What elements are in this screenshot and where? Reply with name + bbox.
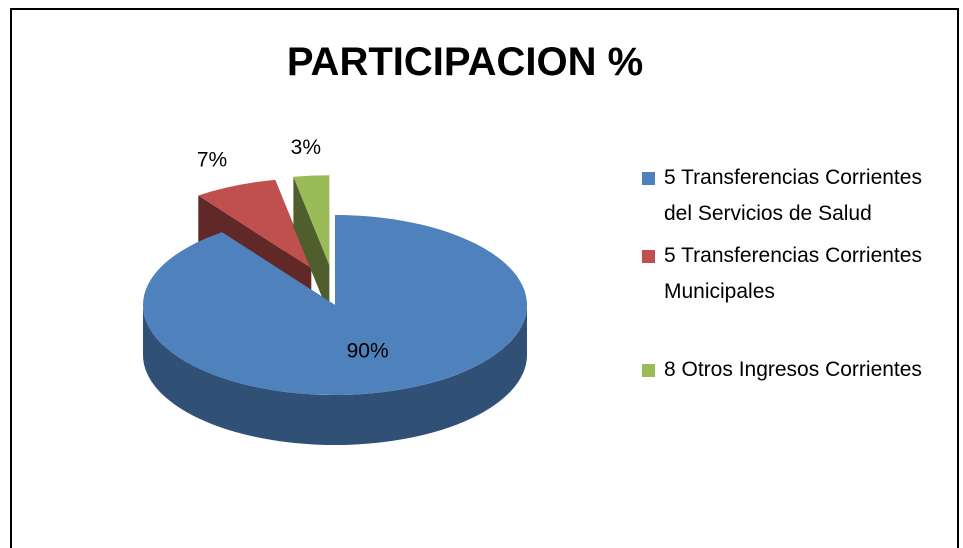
legend-item: 8 Otros Ingresos Corrientes [642,352,952,388]
data-label: 7% [197,148,227,171]
legend-item: 5 Transferencias Corrientes del Servicio… [642,160,952,232]
legend-swatch [642,250,655,263]
data-label: 90% [347,340,389,363]
legend: 5 Transferencias Corrientes del Servicio… [642,160,952,394]
legend-label: 8 Otros Ingresos Corrientes [664,358,922,381]
legend-swatch [642,364,655,377]
legend-item: 5 Transferencias Corrientes Municipales [642,238,952,310]
legend-label: 5 Transferencias Corrientes del Servicio… [664,166,922,225]
legend-swatch [642,172,655,185]
data-label: 3% [291,136,321,159]
slice [143,215,527,395]
legend-label: 5 Transferencias Corrientes Municipales [664,244,922,303]
